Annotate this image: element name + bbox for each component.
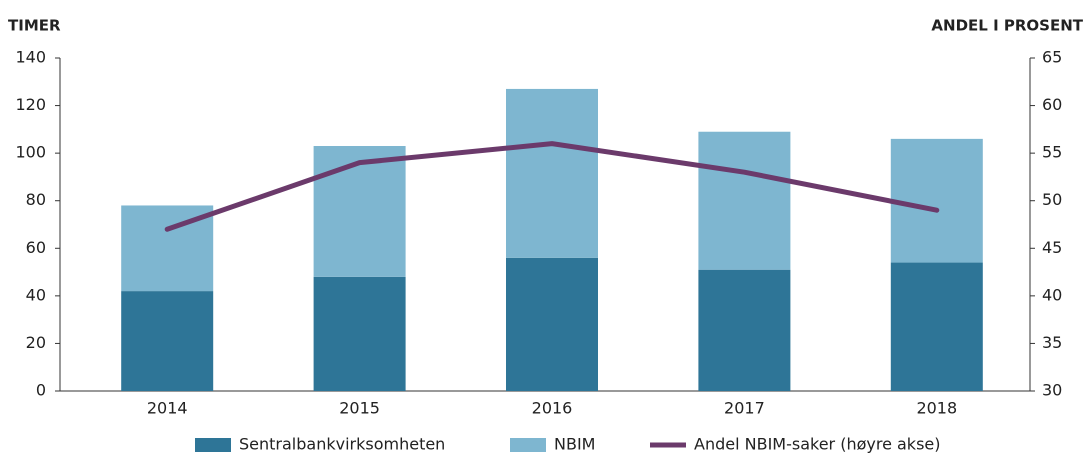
y-tick-label: 40: [26, 285, 46, 304]
y-tick-label: 80: [26, 190, 46, 209]
x-tick-label: 2017: [724, 399, 765, 418]
bar: [698, 269, 791, 391]
y-tick-label: 100: [15, 143, 46, 162]
y2-tick-label: 30: [1042, 381, 1062, 400]
x-tick-label: 2018: [916, 399, 957, 418]
y-tick-label: 20: [26, 333, 46, 352]
y2-tick-label: 55: [1042, 143, 1062, 162]
y2-axis-title: ANDEL I PROSENT: [931, 17, 1083, 35]
y-tick-label: 120: [15, 95, 46, 114]
bar: [121, 291, 214, 391]
bar: [890, 262, 983, 391]
line: [164, 141, 940, 232]
legend-label: NBIM: [554, 435, 595, 454]
y2-tick-label: 65: [1042, 48, 1062, 67]
legend-swatch: [195, 438, 231, 452]
y2-tick-label: 50: [1042, 190, 1062, 209]
y-tick-label: 60: [26, 238, 46, 257]
y2-tick-label: 35: [1042, 333, 1062, 352]
y2-tick-label: 45: [1042, 238, 1062, 257]
legend-label: Sentralbankvirksomheten: [239, 435, 445, 454]
y-tick-label: 140: [15, 48, 46, 67]
y-axis-title: TIMER: [8, 17, 61, 35]
y-tick-label: 0: [36, 381, 46, 400]
y2-tick-label: 60: [1042, 95, 1062, 114]
bar: [313, 146, 406, 277]
bar: [506, 88, 598, 258]
bar: [890, 138, 983, 263]
bar: [698, 131, 791, 270]
bar: [313, 276, 406, 391]
x-tick-label: 2015: [339, 399, 380, 418]
x-tick-label: 2016: [532, 399, 573, 418]
x-tick-label: 2014: [147, 399, 188, 418]
legend-swatch: [510, 438, 546, 452]
y2-tick-label: 40: [1042, 285, 1062, 304]
legend-label: Andel NBIM-saker (høyre akse): [694, 435, 941, 454]
bar: [506, 257, 598, 391]
